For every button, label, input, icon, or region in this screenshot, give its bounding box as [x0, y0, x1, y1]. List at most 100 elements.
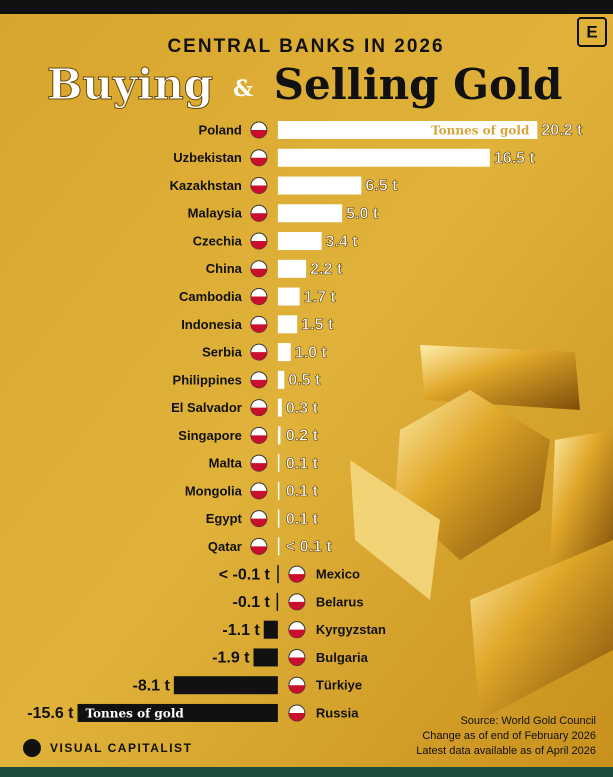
bar: [277, 204, 343, 223]
bar: [277, 259, 307, 278]
gold-bars-illustration: [350, 345, 613, 720]
category-label: Russia: [316, 705, 359, 720]
category-label: Philippines: [173, 372, 242, 387]
value-label: -8.1 t: [133, 677, 171, 694]
category-label: Malaysia: [188, 206, 243, 221]
brand: VISUAL CAPITALIST: [50, 741, 192, 755]
category-label: Mexico: [316, 567, 360, 582]
value-label: 0.3 t: [286, 400, 319, 417]
value-label: 1.7 t: [304, 289, 337, 306]
category-label: Qatar: [208, 539, 242, 554]
bar: [277, 398, 282, 417]
flag-band: [250, 268, 267, 277]
flag-band: [250, 352, 267, 361]
bar: [277, 315, 298, 334]
category-label: Malta: [209, 456, 243, 471]
flag-band: [288, 629, 305, 638]
flag-band: [250, 518, 267, 527]
source-note: Latest data available as of April 2026: [416, 745, 596, 757]
logo-box: [577, 17, 607, 47]
source-note: Change as of end of February 2026: [422, 730, 596, 742]
category-label: Egypt: [206, 511, 243, 526]
value-label: < 0.1 t: [286, 539, 332, 556]
category-label: Serbia: [202, 345, 243, 360]
flag-band: [250, 463, 267, 472]
flag-band: [288, 657, 305, 666]
value-label: 3.4 t: [326, 233, 359, 250]
brand-icon: [23, 739, 41, 757]
bar: [253, 648, 278, 667]
top-strip: [0, 0, 613, 14]
source: Source: World Gold Council: [460, 715, 596, 727]
bar: [277, 565, 279, 584]
bar: [276, 592, 279, 611]
value-label: 6.5 t: [365, 178, 398, 195]
category-label: Singapore: [178, 428, 242, 443]
value-label: -0.1 t: [233, 594, 271, 611]
bar: [277, 370, 285, 389]
flag-band: [250, 435, 267, 444]
headline-and: &: [233, 76, 253, 102]
headline-buying: Buying: [47, 60, 213, 109]
flag-band: [288, 712, 305, 721]
value-label: 0.1 t: [286, 455, 319, 472]
logo: E: [586, 22, 597, 41]
category-label: El Salvador: [171, 400, 242, 415]
flag-band: [250, 130, 267, 138]
value-label: < -0.1 t: [219, 566, 271, 583]
headline-selling: Selling Gold: [274, 60, 563, 109]
bottom-strip: [0, 767, 613, 777]
flag-band: [250, 296, 267, 305]
annotation: Tonnes of gold: [86, 706, 185, 720]
value-label: 0.2 t: [286, 428, 319, 445]
bar: [277, 481, 280, 500]
category-label: Mongolia: [185, 483, 243, 498]
flag-band: [250, 546, 267, 555]
flag-band: [250, 185, 267, 194]
bar: [277, 148, 490, 167]
bar: [277, 537, 280, 556]
flag-band: [250, 379, 267, 388]
bar: [77, 703, 278, 722]
value-label: 20.2 t: [541, 122, 583, 139]
value-label: -1.9 t: [212, 650, 250, 667]
value-label: 0.1 t: [286, 511, 319, 528]
value-label: -15.6 t: [27, 705, 74, 722]
bar: [277, 232, 322, 251]
bar: [277, 343, 291, 362]
value-label: 16.5 t: [494, 150, 536, 167]
value-label: 1.0 t: [295, 344, 328, 361]
bar: [277, 509, 280, 528]
category-label: Kyrgyzstan: [316, 622, 386, 637]
category-label: Indonesia: [181, 317, 242, 332]
flag-band: [250, 213, 267, 222]
flag-band: [250, 407, 267, 416]
bar: [263, 620, 278, 639]
bar: [277, 426, 281, 445]
value-label: 5.0 t: [346, 205, 379, 222]
flag-band: [250, 324, 267, 333]
category-label: Czechia: [193, 233, 243, 248]
category-label: Kazakhstan: [170, 178, 242, 193]
category-label: China: [206, 261, 243, 276]
bar: [173, 676, 278, 695]
value-label: 2.2 t: [310, 261, 343, 278]
annotation: Tonnes of gold: [431, 124, 530, 138]
value-label: 0.1 t: [286, 483, 319, 500]
bar: [277, 121, 538, 139]
flag-band: [250, 490, 267, 499]
category-label: Cambodia: [179, 289, 243, 304]
category-label: Türkiye: [316, 678, 362, 693]
value-label: 1.5 t: [301, 317, 334, 334]
chart-title: CENTRAL BANKS IN 2026: [167, 36, 444, 57]
category-label: Bulgaria: [316, 650, 369, 665]
bar: [277, 287, 300, 306]
bar: [277, 176, 362, 195]
flag-band: [288, 574, 305, 583]
flag-band: [288, 685, 305, 694]
value-label: 0.5 t: [288, 372, 321, 389]
bar: [277, 454, 280, 473]
value-label: -1.1 t: [222, 622, 260, 639]
category-label: Poland: [199, 122, 242, 137]
